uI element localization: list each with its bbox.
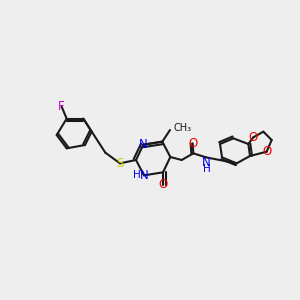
Text: O: O (158, 178, 168, 191)
Text: O: O (188, 137, 197, 150)
Text: H: H (133, 170, 141, 180)
Text: N: N (140, 169, 148, 182)
Text: CH₃: CH₃ (173, 123, 191, 133)
Text: F: F (58, 100, 65, 113)
Text: S: S (116, 157, 124, 170)
Text: N: N (202, 156, 210, 169)
Text: H: H (203, 164, 211, 174)
Text: O: O (249, 131, 258, 144)
Text: O: O (262, 145, 271, 158)
Text: N: N (139, 138, 148, 151)
